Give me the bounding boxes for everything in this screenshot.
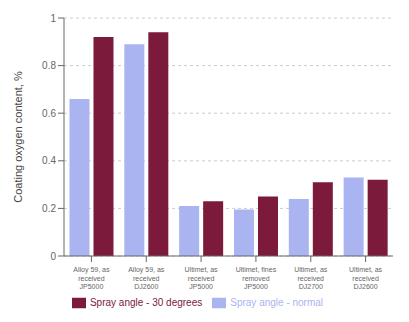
svg-text:0.6: 0.6 [42, 108, 56, 119]
svg-text:Ultimet, asreceivedDJ2600: Ultimet, asreceivedDJ2600 [349, 266, 383, 290]
html-text:Spray angle - normal: Spray angle - normal [230, 296, 324, 308]
svg-text:0.2: 0.2 [42, 203, 56, 214]
svg-text:0.8: 0.8 [42, 60, 56, 71]
svg-text:Ultimet, asreceivedDJ2700: Ultimet, asreceivedDJ2700 [294, 266, 328, 290]
svg-text:1: 1 [50, 13, 56, 24]
svg-text:Coating oxygen content, %: Coating oxygen content, % [12, 71, 24, 203]
svg-text:Ultimet, asreceivedJP5000: Ultimet, asreceivedJP5000 [185, 266, 219, 290]
svg-text:0: 0 [50, 251, 56, 262]
svg-text:Alloy 59, asreceivedJP5000: Alloy 59, asreceivedJP5000 [73, 266, 110, 290]
svg-text:0.4: 0.4 [42, 155, 56, 166]
svg-text:Alloy 59, asreceivedDJ2600: Alloy 59, asreceivedDJ2600 [128, 266, 165, 290]
html-text:Spray angle - 30 degrees: Spray angle - 30 degrees [89, 296, 203, 308]
svg-text:Ultimet, finesremovedJP5000: Ultimet, finesremovedJP5000 [236, 266, 277, 290]
